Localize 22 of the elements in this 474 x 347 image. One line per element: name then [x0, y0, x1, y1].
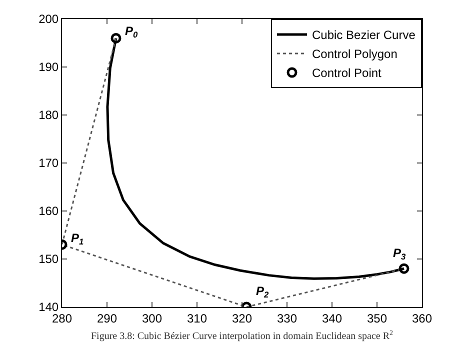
x-tick-label: 310 [186, 311, 208, 326]
y-tick-label: 170 [38, 156, 59, 170]
x-tick-label: 360 [412, 311, 432, 326]
annotation: P$_{1}$ [71, 231, 84, 247]
y-tick-label: 190 [38, 60, 59, 74]
y-tick-label: 150 [38, 252, 59, 266]
x-tick-label: 320 [232, 311, 252, 326]
annotation: P$_{2}$ [256, 284, 270, 300]
annotation: P$_{3}$ [393, 246, 406, 262]
x-tick-label: 350 [366, 311, 388, 326]
x-tick-label: 290 [96, 311, 118, 326]
legend-label: Cubic Bezier Curve [312, 28, 416, 42]
annotation: P$_{0}$ [125, 24, 138, 40]
y-tick-label: 200 [38, 12, 59, 26]
x-tick-label: 300 [142, 311, 162, 326]
y-tick-label: 180 [38, 108, 59, 122]
caption: Figure 3.8: Cubic Bézier Curve interpolation in domain Euclidean space R$^{2}$ [91, 329, 394, 342]
x-tick-label: 330 [276, 311, 298, 326]
x-tick-label: 340 [322, 311, 342, 326]
y-tick-label: 160 [38, 204, 59, 218]
legend-label: Control Point [312, 66, 382, 80]
legend-label: Control Polygon [312, 47, 398, 62]
